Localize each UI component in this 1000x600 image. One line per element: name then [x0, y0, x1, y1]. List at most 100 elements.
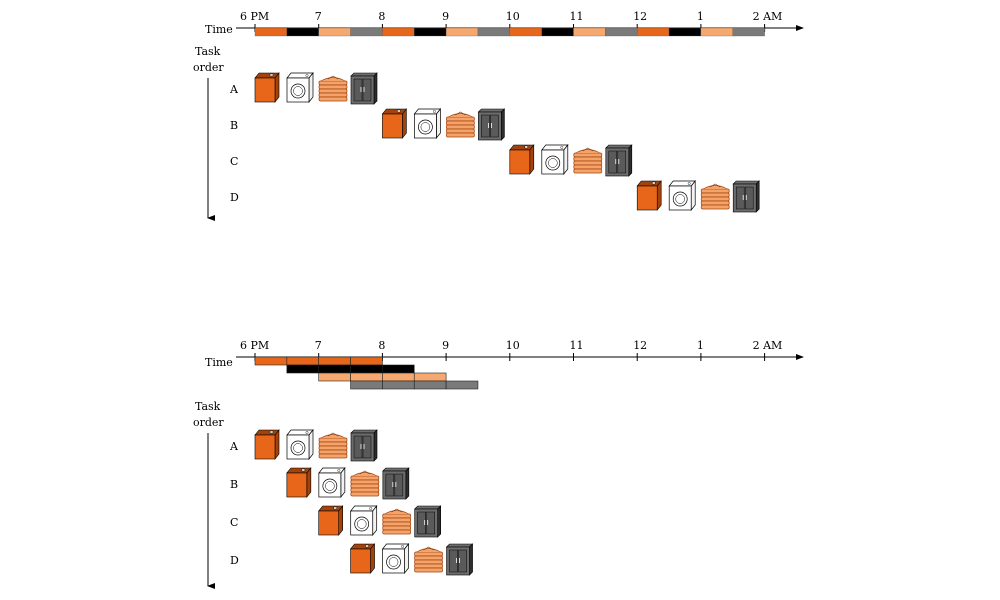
- task-row-b: B: [230, 108, 506, 141]
- stage-segment: [668, 27, 702, 37]
- task-row-c: C: [230, 505, 442, 538]
- stage-segment: [445, 27, 479, 37]
- dryer-icon: [286, 72, 314, 103]
- closet-icon: [445, 543, 474, 576]
- closet-icon: [350, 72, 378, 105]
- stage-segment: [350, 27, 383, 37]
- pipelined-diagram: Time 6 PM 7 8 9 10 11 12 1 2 AM Task order A B C D: [193, 339, 804, 589]
- folded-clothes-icon: [350, 470, 380, 497]
- time-tick-label: 12: [633, 10, 647, 23]
- task-row-label: B: [230, 478, 238, 491]
- stage-segment: [254, 27, 288, 37]
- task-row-label: C: [230, 516, 238, 529]
- stage-segment: [318, 364, 351, 374]
- time-tick-label: 9: [442, 339, 449, 352]
- dryer-icon: [318, 467, 346, 498]
- closet-icon: [382, 467, 410, 500]
- washer-icon: [509, 144, 535, 175]
- dryer-icon: [668, 180, 696, 211]
- time-tick-label: 10: [506, 339, 520, 352]
- sequential-diagram: Time 6 PM 7 8 9 10 11 12 1 2 AM Task order A B C D: [193, 10, 804, 221]
- stage-segment: [318, 356, 351, 366]
- order-label: order: [193, 416, 224, 429]
- stage-segment: [573, 27, 606, 37]
- task-row-label: B: [230, 119, 238, 132]
- time-tick-label: 10: [506, 10, 520, 23]
- dryer-icon: [349, 505, 378, 536]
- dryer-icon: [286, 429, 314, 460]
- task-label: Task: [195, 400, 221, 413]
- stage-segment: [350, 372, 383, 382]
- stage-segment: [509, 27, 542, 37]
- task-rows: A B C D: [229, 429, 474, 576]
- time-tick-label: 8: [378, 339, 385, 352]
- closet-icon: [350, 429, 378, 462]
- time-tick-label: 1: [697, 339, 704, 352]
- time-tick-label: 7: [315, 10, 322, 23]
- folded-clothes-icon: [446, 111, 475, 138]
- stage-segment: [382, 372, 415, 382]
- task-row-label: A: [229, 440, 239, 453]
- washer-icon: [254, 72, 280, 103]
- dryer-icon: [381, 543, 410, 574]
- stage-segment: [541, 27, 574, 37]
- folded-clothes-icon: [414, 546, 443, 573]
- time-tick-label: 6 PM: [240, 10, 269, 23]
- stage-segment: [605, 27, 638, 37]
- washer-icon: [636, 180, 662, 211]
- washer-icon: [318, 505, 344, 536]
- order-label: order: [193, 61, 224, 74]
- stage-segment: [318, 27, 351, 37]
- closet-icon: [605, 144, 633, 177]
- closet-icon: [477, 108, 506, 141]
- task-label: Task: [195, 45, 221, 58]
- stage-segment: [350, 364, 383, 374]
- time-tick-label: 11: [570, 339, 584, 352]
- closet-icon: [413, 505, 442, 538]
- task-rows: A B C D: [229, 72, 760, 213]
- stage-segment: [445, 380, 479, 390]
- time-label: Time: [205, 23, 233, 36]
- task-row-c: C: [230, 144, 633, 177]
- closet-icon: [732, 180, 760, 213]
- folded-clothes-icon: [382, 508, 412, 535]
- stage-segment: [637, 27, 670, 37]
- stage-timeline-bar: [254, 27, 765, 37]
- task-row-label: D: [230, 191, 239, 204]
- time-tick-label: 12: [633, 339, 647, 352]
- stage-segment: [382, 364, 415, 374]
- washer-icon: [286, 467, 312, 498]
- folded-clothes-icon: [318, 75, 348, 102]
- time-tick-label: 6 PM: [240, 339, 269, 352]
- time-tick-label: 2 AM: [753, 10, 783, 23]
- stage-segment: [700, 27, 733, 37]
- stage-segment: [477, 27, 510, 37]
- stage-segment: [318, 372, 351, 382]
- time-tick-label: 11: [570, 10, 584, 23]
- washer-icon: [254, 429, 280, 460]
- stage-segment: [286, 356, 320, 366]
- stage-segment: [286, 364, 320, 374]
- task-row-label: D: [230, 554, 239, 567]
- washer-icon: [349, 543, 376, 574]
- task-row-label: A: [229, 83, 239, 96]
- stage-segment: [413, 380, 447, 390]
- washer-icon: [381, 108, 408, 139]
- task-row-d: D: [230, 543, 474, 576]
- task-row-a: A: [229, 72, 378, 105]
- dryer-icon: [541, 144, 569, 175]
- folded-clothes-icon: [318, 432, 348, 459]
- stage-segment: [732, 27, 765, 37]
- stage-segment: [382, 27, 415, 37]
- task-row-a: A: [229, 429, 378, 462]
- stage-segment: [413, 372, 447, 382]
- stage-segment: [382, 380, 415, 390]
- folded-clothes-icon: [573, 147, 603, 174]
- time-tick-label: 8: [378, 10, 385, 23]
- time-tick-label: 9: [442, 10, 449, 23]
- dryer-icon: [413, 108, 442, 139]
- stage-timeline-bars: [254, 356, 479, 390]
- time-tick-label: 1: [697, 10, 704, 23]
- time-tick-label: 7: [315, 339, 322, 352]
